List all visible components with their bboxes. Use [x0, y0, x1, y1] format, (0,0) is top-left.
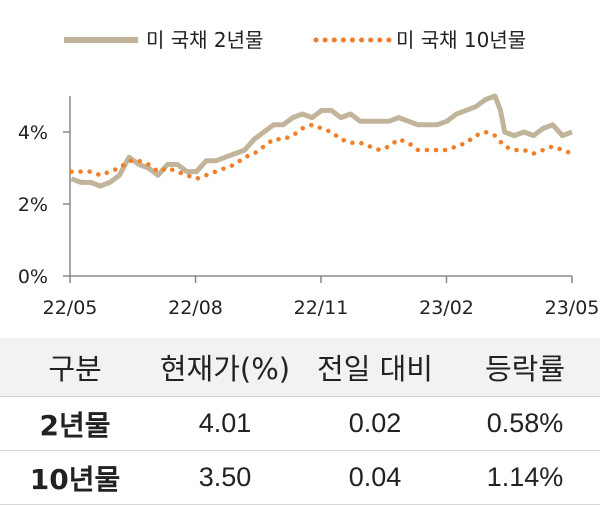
header-change-rate: 등락률: [450, 338, 600, 397]
x-tick-label: 22/08: [168, 297, 223, 319]
row-label-2y: 2년물: [0, 396, 150, 451]
table-header-row: 구분 현재가(%) 전일 대비 등락률: [0, 338, 600, 397]
yield-table: 구분 현재가(%) 전일 대비 등락률 2년물 4.01 0.02 0.58% …: [0, 338, 600, 505]
x-tick-label: 22/11: [294, 297, 349, 319]
cell-change-2y: 0.02: [300, 396, 450, 451]
x-tick-label: 23/05: [545, 297, 600, 319]
yield-chart: 미 국채 2년물 미 국채 10년물 0% 2% 4% 22/05 22/08 22/11…: [18, 28, 600, 319]
x-tick-label: 22/05: [43, 297, 98, 319]
axes: 0% 2% 4% 22/05 22/08 22/11 23/02 23/05: [18, 96, 600, 319]
header-current-value: 현재가(%): [150, 338, 300, 397]
legend-label-10y: 미 국채 10년물: [396, 28, 526, 52]
header-daily-change: 전일 대비: [300, 338, 450, 397]
plot-area: [69, 93, 575, 189]
y-tick-label: 4%: [18, 122, 48, 144]
row-label-10y: 10년물: [0, 450, 150, 505]
x-tick-label: 23/02: [419, 297, 474, 319]
header-category: 구분: [0, 338, 150, 397]
table-row: 2년물 4.01 0.02 0.58%: [0, 396, 600, 451]
cell-change-10y: 0.04: [300, 450, 450, 505]
cell-rate-2y: 0.58%: [450, 396, 600, 451]
legend: 미 국채 2년물 미 국채 10년물: [64, 28, 526, 52]
series-line-2y: [70, 93, 573, 189]
table-row: 10년물 3.50 0.04 1.14%: [0, 450, 600, 505]
legend-label-2y: 미 국채 2년물: [146, 28, 263, 52]
y-tick-label: 0%: [18, 266, 48, 288]
cell-current-10y: 3.50: [150, 450, 300, 505]
y-tick-label: 2%: [18, 194, 48, 216]
cell-current-2y: 4.01: [150, 396, 300, 451]
series-line-10y: [69, 122, 575, 182]
cell-rate-10y: 1.14%: [450, 450, 600, 505]
